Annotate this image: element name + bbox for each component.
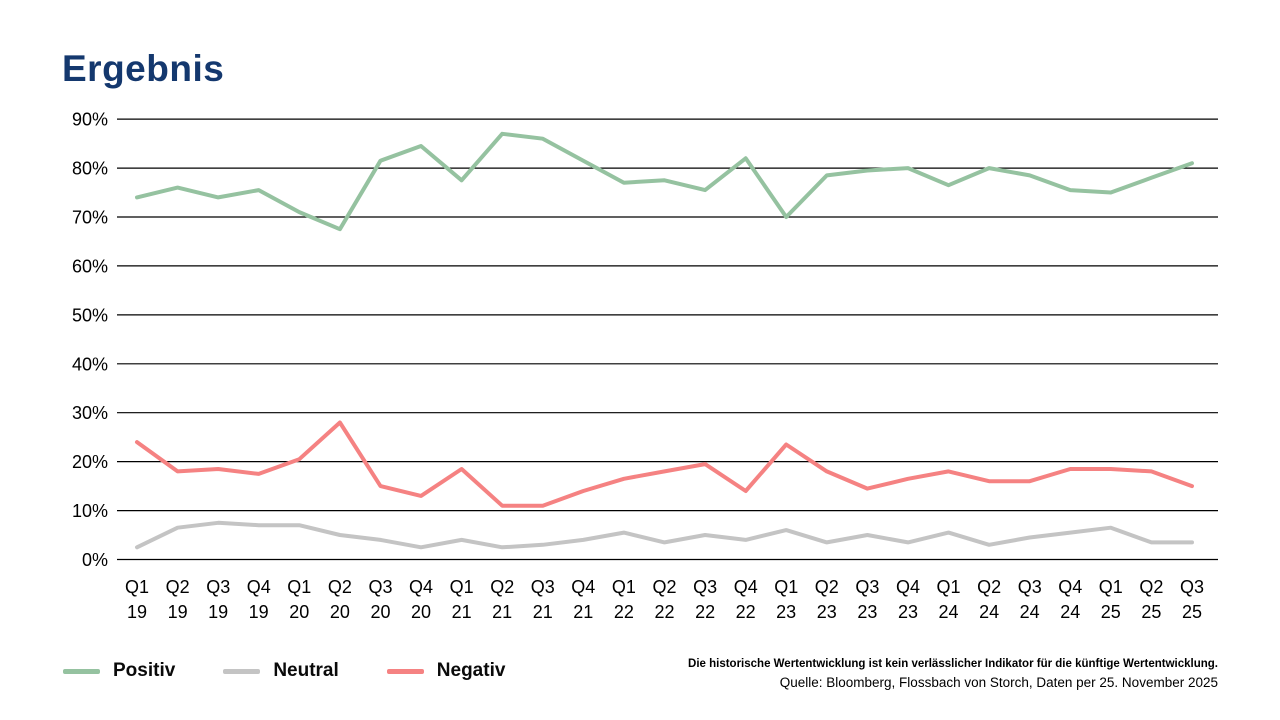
x-tick-year-23: 24 (1060, 602, 1080, 622)
x-tick-quarter-13: Q2 (652, 577, 676, 597)
x-tick-quarter-1: Q2 (166, 577, 190, 597)
legend-item-neutral: Neutral (223, 660, 339, 682)
y-tick-label-50: 50% (72, 305, 108, 325)
x-tick-year-6: 20 (370, 602, 390, 622)
x-tick-year-3: 19 (249, 602, 269, 622)
x-tick-quarter-19: Q4 (896, 577, 920, 597)
y-tick-label-70: 70% (72, 208, 108, 228)
x-tick-year-20: 24 (938, 602, 958, 622)
legend-item-positiv: Positiv (63, 660, 175, 682)
x-tick-year-25: 25 (1141, 602, 1161, 622)
series-line-negativ (135, 420, 1194, 508)
x-tick-quarter-8: Q1 (450, 577, 474, 597)
x-tick-quarter-3: Q4 (247, 577, 271, 597)
x-tick-quarter-20: Q1 (936, 577, 960, 597)
x-tick-year-9: 21 (492, 602, 512, 622)
legend-swatch-neutral (223, 668, 261, 674)
disclaimer-text: Die historische Wertentwicklung ist kein… (688, 658, 1218, 670)
source-text: Quelle: Bloomberg, Flossbach von Storch,… (779, 675, 1218, 690)
x-tick-year-17: 23 (817, 602, 837, 622)
y-tick-label-40: 40% (72, 354, 108, 374)
x-tick-year-10: 21 (533, 602, 553, 622)
x-tick-year-16: 23 (776, 602, 796, 622)
y-tick-label-0: 0% (82, 550, 108, 570)
legend-label-neutral: Neutral (273, 660, 339, 681)
x-tick-quarter-9: Q2 (490, 577, 514, 597)
x-tick-year-5: 20 (330, 602, 350, 622)
x-tick-quarter-6: Q3 (368, 577, 392, 597)
x-tick-year-26: 25 (1182, 602, 1202, 622)
x-tick-quarter-12: Q1 (612, 577, 636, 597)
series-line-neutral (135, 520, 1194, 550)
x-tick-quarter-17: Q2 (815, 577, 839, 597)
x-tick-quarter-0: Q1 (125, 577, 149, 597)
x-tick-quarter-11: Q4 (571, 577, 595, 597)
x-tick-quarter-21: Q2 (977, 577, 1001, 597)
x-tick-quarter-5: Q2 (328, 577, 352, 597)
y-tick-label-60: 60% (72, 256, 108, 276)
x-tick-quarter-25: Q2 (1139, 577, 1163, 597)
y-tick-label-80: 80% (72, 159, 108, 179)
series-line-positiv (135, 131, 1194, 232)
x-tick-year-19: 23 (898, 602, 918, 622)
x-tick-year-15: 22 (736, 602, 756, 622)
legend-label-negativ: Negativ (436, 660, 506, 681)
x-tick-quarter-18: Q3 (855, 577, 879, 597)
x-tick-quarter-23: Q4 (1058, 577, 1082, 597)
x-tick-quarter-15: Q4 (734, 577, 758, 597)
y-tick-label-90: 90% (72, 110, 108, 130)
x-tick-year-21: 24 (979, 602, 999, 622)
x-tick-quarter-4: Q1 (287, 577, 311, 597)
x-tick-quarter-16: Q1 (774, 577, 798, 597)
x-tick-year-24: 25 (1101, 602, 1121, 622)
y-tick-label-20: 20% (72, 452, 108, 472)
x-tick-year-13: 22 (654, 602, 674, 622)
x-tick-quarter-26: Q3 (1180, 577, 1204, 597)
x-tick-year-0: 19 (127, 602, 147, 622)
page-title: Ergebnis (62, 48, 225, 89)
legend-swatch-negativ (386, 668, 424, 674)
disclaimer: Die historische Wertentwicklung ist kein… (688, 657, 1218, 692)
x-tick-quarter-10: Q3 (531, 577, 555, 597)
x-tick-year-12: 22 (614, 602, 634, 622)
legend-label-positiv: Positiv (113, 660, 176, 681)
x-tick-quarter-14: Q3 (693, 577, 717, 597)
x-tick-year-14: 22 (695, 602, 715, 622)
x-tick-quarter-22: Q3 (1018, 577, 1042, 597)
x-tick-year-8: 21 (452, 602, 472, 622)
x-tick-quarter-2: Q3 (206, 577, 230, 597)
x-tick-year-4: 20 (289, 602, 309, 622)
legend-swatch-positiv (63, 668, 100, 674)
x-tick-year-11: 21 (573, 602, 593, 622)
x-tick-quarter-7: Q4 (409, 577, 433, 597)
x-tick-year-18: 23 (857, 602, 877, 622)
x-tick-year-1: 19 (168, 602, 188, 622)
y-tick-label-30: 30% (72, 403, 108, 423)
x-tick-quarter-24: Q1 (1099, 577, 1123, 597)
x-tick-year-2: 19 (208, 602, 228, 622)
y-tick-label-10: 10% (72, 501, 108, 521)
legend-item-negativ: Negativ (386, 660, 506, 682)
legend: Positiv Neutral Negativ (63, 660, 553, 682)
x-tick-year-22: 24 (1020, 602, 1040, 622)
x-tick-year-7: 20 (411, 602, 431, 622)
